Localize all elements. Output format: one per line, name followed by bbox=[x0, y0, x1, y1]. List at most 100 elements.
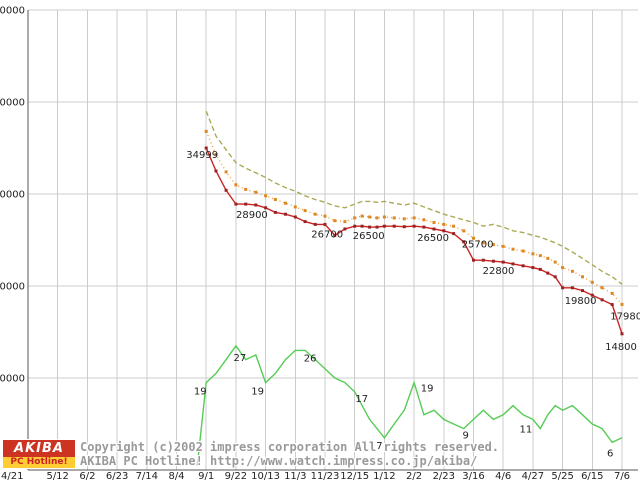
marker-avg_price bbox=[521, 249, 525, 253]
marker-min_price bbox=[244, 202, 248, 206]
marker-min_price bbox=[214, 169, 218, 173]
marker-avg_price bbox=[293, 205, 297, 209]
marker-min_price bbox=[284, 212, 287, 216]
marker-avg_price bbox=[234, 183, 238, 187]
marker-avg_price bbox=[600, 286, 604, 290]
marker-min_price bbox=[264, 206, 268, 210]
x-tick-label: 12/15 bbox=[340, 471, 369, 480]
marker-avg_price bbox=[333, 219, 337, 223]
x-tick-label: 1/12 bbox=[373, 471, 395, 480]
marker-min_price bbox=[546, 271, 550, 275]
y-tick-label: 50000 bbox=[0, 6, 25, 17]
marker-avg_price bbox=[214, 152, 218, 156]
marker-min_price bbox=[610, 303, 614, 307]
marker-avg_price bbox=[452, 224, 456, 228]
marker-avg_price bbox=[462, 229, 466, 233]
marker-avg_price bbox=[481, 241, 485, 245]
marker-min_price bbox=[620, 332, 624, 336]
marker-avg_price bbox=[284, 201, 287, 205]
data-label-shop_count: 17 bbox=[355, 394, 368, 405]
x-tick-label: 5/12 bbox=[46, 471, 68, 480]
marker-min_price bbox=[481, 258, 485, 262]
marker-avg_price bbox=[353, 216, 357, 220]
x-tick-label: 9/1 bbox=[198, 471, 214, 480]
marker-avg_price bbox=[590, 280, 594, 284]
axes bbox=[27, 10, 638, 471]
marker-min_price bbox=[561, 286, 565, 290]
marker-min_price bbox=[422, 225, 426, 229]
marker-avg_price bbox=[303, 209, 307, 213]
marker-avg_price bbox=[432, 221, 436, 224]
data-label-min_price: 26500 bbox=[353, 231, 385, 242]
akiba-logo-subtitle: PC Hotline! bbox=[3, 457, 75, 468]
marker-avg_price bbox=[422, 218, 426, 222]
marker-avg_price bbox=[224, 170, 228, 174]
data-label-shop_count: 26 bbox=[304, 353, 317, 364]
marker-min_price bbox=[273, 210, 277, 214]
marker-avg_price bbox=[610, 291, 614, 295]
akiba-logo: AKIBA PC Hotline! bbox=[2, 439, 76, 469]
marker-min_price bbox=[462, 240, 466, 244]
marker-min_price bbox=[375, 225, 379, 229]
data-label-shop_count: 7 bbox=[376, 441, 382, 452]
source-url-line: AKIBA PC Hotline! http://www.watch.impre… bbox=[80, 454, 478, 468]
x-tick-label: 6/23 bbox=[106, 471, 128, 480]
marker-min_price bbox=[392, 224, 396, 228]
marker-min_price bbox=[553, 275, 557, 279]
data-label-min_price: 19800 bbox=[565, 296, 597, 307]
x-tick-label: 10/13 bbox=[251, 471, 280, 480]
series-min_price: 34999 28900 26700 26500 26500 25700 22800 19800… bbox=[186, 146, 640, 353]
marker-min_price bbox=[313, 222, 317, 226]
data-label-min_price: 28900 bbox=[236, 210, 268, 221]
marker-avg_price bbox=[491, 243, 495, 247]
x-tick-label: 11/3 bbox=[284, 471, 306, 480]
x-tick-label: 4/21 bbox=[1, 471, 23, 480]
marker-min_price bbox=[323, 222, 327, 226]
marker-avg_price bbox=[553, 260, 557, 264]
marker-min_price bbox=[368, 225, 372, 229]
x-tick-label: 2/23 bbox=[433, 471, 455, 480]
x-tick-label: 4/27 bbox=[522, 471, 544, 480]
marker-min_price bbox=[360, 224, 364, 228]
marker-avg_price bbox=[343, 220, 347, 224]
marker-avg_price bbox=[561, 266, 565, 270]
marker-min_price bbox=[521, 264, 525, 268]
x-tick-label: 9/22 bbox=[225, 471, 247, 480]
x-tick-label: 7/6 bbox=[614, 471, 630, 480]
marker-min_price bbox=[333, 233, 337, 237]
data-label-min_price: 26700 bbox=[311, 229, 343, 240]
marker-min_price bbox=[581, 289, 584, 293]
data-label-min_price: 17980 bbox=[610, 312, 640, 323]
y-axis-labels: 10000 20000 30000 40000 50000 bbox=[0, 6, 25, 385]
series-avg_price bbox=[204, 129, 624, 306]
x-tick-label: 8/4 bbox=[168, 471, 184, 480]
marker-avg_price bbox=[264, 194, 268, 198]
marker-min_price bbox=[590, 293, 594, 297]
marker-min_price bbox=[452, 232, 456, 236]
akiba-logo-title: AKIBA bbox=[3, 440, 75, 457]
data-label-shop_count: 11 bbox=[520, 424, 533, 435]
marker-avg_price bbox=[442, 222, 446, 226]
y-tick-label: 20000 bbox=[0, 282, 25, 293]
series-max_price bbox=[205, 110, 623, 285]
data-label-shop_count: 19 bbox=[251, 387, 264, 398]
marker-avg_price bbox=[368, 215, 372, 219]
marker-avg_price bbox=[254, 190, 258, 194]
x-tick-label: 6/2 bbox=[79, 471, 95, 480]
y-tick-label: 10000 bbox=[0, 374, 25, 385]
x-tick-label: 3/16 bbox=[462, 471, 484, 480]
marker-avg_price bbox=[511, 247, 515, 251]
marker-avg_price bbox=[244, 187, 248, 191]
marker-min_price bbox=[353, 224, 357, 228]
series-shop_count: 19 27 19 26 17 7 19 9 11 6 bbox=[194, 344, 623, 466]
grid-lines bbox=[28, 9, 638, 470]
y-tick-label: 40000 bbox=[0, 98, 25, 109]
marker-min_price bbox=[234, 202, 238, 206]
marker-min_price bbox=[570, 286, 574, 290]
marker-min_price bbox=[254, 203, 258, 207]
marker-min_price bbox=[511, 262, 515, 266]
data-label-shop_count: 9 bbox=[463, 431, 469, 442]
marker-min_price bbox=[538, 267, 542, 271]
